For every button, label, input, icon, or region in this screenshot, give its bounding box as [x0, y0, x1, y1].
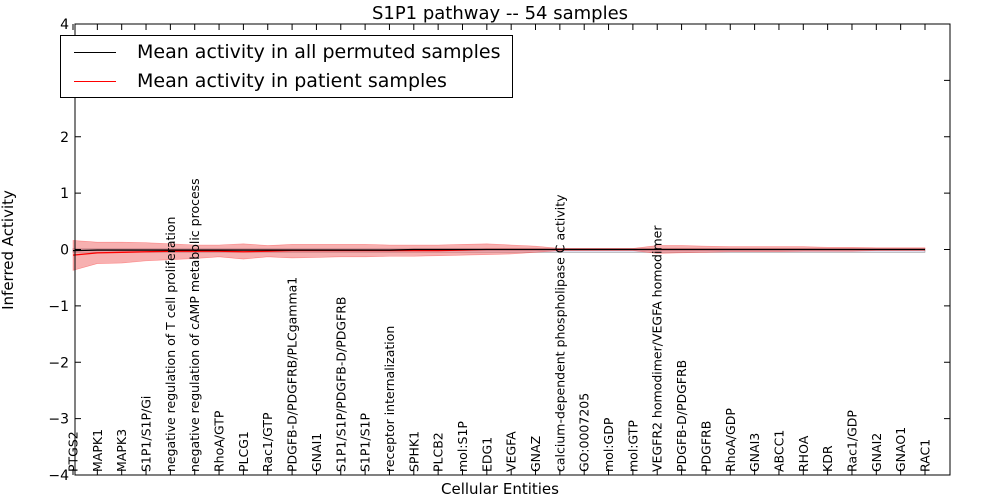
series-lines [72, 248, 925, 256]
legend-item-patient: Mean activity in patient samples [61, 69, 447, 93]
legend-label-patient: Mean activity in patient samples [137, 70, 447, 92]
y-tick-label: 0 [60, 243, 69, 259]
x-tick-label: RHOA [796, 435, 811, 472]
legend-item-permuted: Mean activity in all permuted samples [61, 40, 500, 64]
x-tick-label: EDG1 [479, 437, 494, 472]
chart-title: S1P1 pathway -- 54 samples [372, 3, 628, 24]
x-tick-label: negative regulation of cAMP metabolic pr… [187, 178, 202, 472]
x-tick-label: PTGS2 [66, 431, 81, 472]
x-tick-label: PDGFB-D/PDGFRB/PLCgamma1 [285, 277, 300, 472]
x-tick-label: RhoA/GDP [723, 408, 738, 472]
x-tick-label: KDR [820, 445, 835, 472]
x-tick-label: GNAI1 [309, 433, 324, 472]
x-tick-label: mol:S1P [455, 421, 470, 472]
legend: Mean activity in all permuted samples Me… [60, 35, 513, 98]
x-tick-label: PDGFRB [698, 421, 713, 472]
x-tick-label: VEGFA [504, 431, 519, 472]
x-tick-label: ABCC1 [771, 430, 786, 472]
x-tick-label: PLCB2 [431, 432, 446, 472]
legend-label-permuted: Mean activity in all permuted samples [137, 41, 501, 63]
x-tick-label: PDGFB-D/PDGFRB [674, 360, 689, 472]
y-tick-label: 1 [60, 186, 69, 202]
x-tick-label: PLCG1 [236, 431, 251, 472]
band-series-1 [72, 240, 926, 271]
legend-swatch-permuted [74, 51, 116, 53]
x-tick-label: MAPK1 [90, 429, 105, 472]
x-tick-label: S1P1/S1P/PDGFB-D/PDGFRB [333, 297, 348, 473]
x-tick-label: mol:GDP [601, 417, 616, 472]
x-tick-label: RAC1 [918, 439, 933, 472]
y-tick-label: 4 [60, 17, 69, 33]
y-tick-label: −1 [48, 299, 69, 315]
y-tick-label: −3 [48, 412, 69, 428]
x-tick-label: GNAZ [528, 436, 543, 472]
x-tick-label: MAPK3 [114, 429, 129, 472]
x-tick-label: S1P1/S1P/Gi [139, 396, 154, 472]
x-axis-label: Cellular Entities [441, 480, 559, 498]
y-tick-label: 2 [60, 130, 69, 146]
x-tick-label: GNAO1 [893, 427, 908, 472]
x-tick-label: mol:GTP [625, 420, 640, 472]
x-tick-label: calcium-dependent phospholipase C activi… [552, 194, 567, 472]
x-tick-label: SPHK1 [406, 431, 421, 472]
y-tick-label: −4 [48, 468, 69, 484]
x-tick-label: VEGFR2 homodimer/VEGFA homodimer [650, 225, 665, 472]
x-tick-label: GO:0007205 [577, 393, 592, 472]
x-tick-label: S1P1/S1P [358, 413, 373, 472]
legend-swatch-patient [74, 80, 116, 82]
x-tick-label: Rac1/GDP [844, 410, 859, 472]
x-axis: PTGS2 MAPK1 MAPK3 S1P1/S1P/Gi negative regul… [66, 24, 933, 475]
x-tick-label: GNAI3 [747, 433, 762, 472]
line-series-0 [72, 248, 925, 252]
y-tick-label: −2 [48, 355, 69, 371]
x-tick-label: RhoA/GTP [212, 410, 227, 472]
x-tick-label: GNAI2 [869, 433, 884, 472]
x-tick-label: negative regulation of T cell proliferat… [163, 217, 178, 472]
x-tick-label: receptor internalization [382, 326, 397, 472]
y-axis-label: Inferred Activity [0, 190, 17, 310]
x-tick-label: Rac1/GTP [260, 412, 275, 472]
